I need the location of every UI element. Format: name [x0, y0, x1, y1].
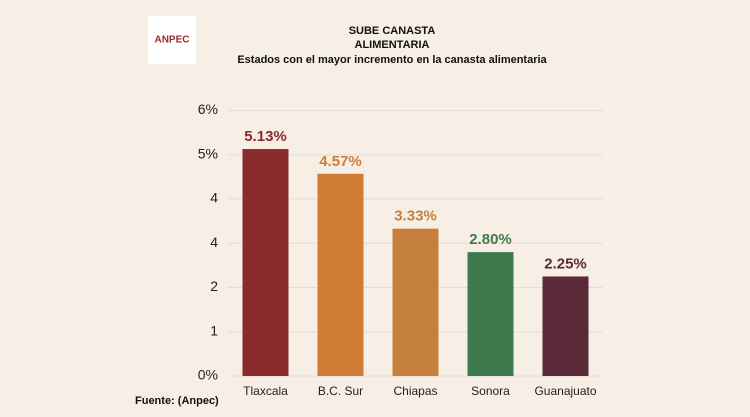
x-tick-label: Sonora — [471, 384, 510, 398]
chart-title: SUBE CANASTA — [349, 25, 436, 37]
data-label: 4.57% — [319, 153, 362, 170]
bar — [542, 276, 589, 376]
data-label: 5.13% — [244, 128, 287, 145]
y-tick-label: 5% — [198, 145, 218, 161]
chart-title: ALIMENTARIA — [355, 39, 430, 51]
data-label: 2.25% — [544, 255, 587, 272]
y-tick-label: 1 — [210, 322, 218, 338]
y-tick-label: 0% — [198, 367, 218, 383]
data-label: 2.80% — [469, 231, 512, 248]
x-tick-label: Guanajuato — [534, 384, 596, 398]
data-label: 3.33% — [394, 208, 437, 225]
y-tick-label: 2 — [210, 278, 218, 294]
x-tick-label: Tlaxcala — [243, 384, 288, 398]
y-tick-label: 4 — [210, 234, 218, 250]
y-tick-label: 4 — [210, 190, 218, 206]
bar — [392, 228, 439, 376]
x-tick-label: B.C. Sur — [318, 384, 363, 398]
y-tick-label: 6% — [198, 101, 218, 117]
x-tick-label: Chiapas — [393, 384, 437, 398]
logo: ANPEC — [154, 35, 189, 46]
chart-subtitle: Estados con el mayor incremento en la ca… — [237, 54, 547, 66]
source: Fuente: (Anpec) — [135, 395, 219, 407]
bar — [317, 173, 364, 376]
bar — [242, 149, 289, 376]
bar — [467, 252, 514, 376]
logo-box — [148, 16, 196, 64]
